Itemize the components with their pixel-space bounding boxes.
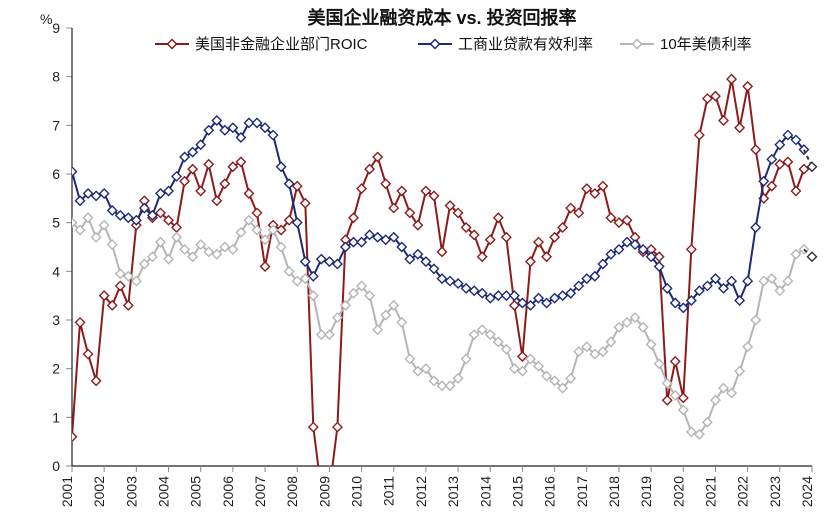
legend-label: 10年美债利率: [660, 36, 752, 53]
x-tick-label: 2024: [799, 476, 815, 507]
y-tick-label: 5: [52, 215, 60, 231]
x-tick-label: 2016: [542, 476, 558, 507]
legend-label: 美国非金融企业部门ROIC: [195, 35, 368, 53]
x-tick-label: 2022: [735, 476, 751, 507]
x-tick-label: 2006: [220, 476, 236, 507]
chart-container: { "chart": { "type": "line", "title": "美…: [0, 0, 834, 528]
y-axis-unit: %: [40, 11, 52, 27]
x-tick-label: 2019: [638, 476, 654, 507]
y-tick-label: 6: [52, 166, 60, 182]
y-tick-label: 2: [52, 361, 60, 377]
x-tick-label: 2002: [91, 476, 107, 507]
x-tick-label: 2003: [123, 476, 139, 507]
x-tick-label: 2020: [670, 476, 686, 507]
x-tick-label: 2018: [606, 476, 622, 507]
x-tick-label: 2012: [413, 476, 429, 507]
legend-label: 工商业贷款有效利率: [458, 36, 593, 53]
x-tick-label: 2008: [284, 476, 300, 507]
x-tick-label: 2010: [349, 476, 365, 507]
y-tick-label: 7: [52, 117, 60, 133]
x-tick-label: 2007: [252, 476, 268, 507]
x-tick-label: 2009: [316, 476, 332, 507]
chart-title: 美国企业融资成本 vs. 投资回报率: [307, 7, 576, 28]
x-tick-label: 2013: [445, 476, 461, 507]
x-tick-label: 2021: [702, 476, 718, 507]
chart-svg: 0 1 2 3 4 5 6 7 8 9% 2001 2002 2003 2004 2005 2006 2007 2…: [0, 0, 834, 528]
y-tick-label: 3: [52, 312, 60, 328]
x-tick-label: 2014: [477, 476, 493, 507]
y-tick-label: 1: [52, 409, 60, 425]
x-tick-label: 2017: [574, 476, 590, 507]
y-tick-label: 0: [52, 458, 60, 474]
x-tick-label: 2005: [188, 476, 204, 507]
x-tick-label: 2023: [767, 476, 783, 507]
y-tick-label: 8: [52, 69, 60, 85]
x-tick-label: 2015: [509, 476, 525, 507]
x-tick-label: 2004: [156, 476, 172, 507]
x-tick-label: 2001: [59, 476, 75, 507]
x-tick-label: 2011: [381, 476, 397, 506]
y-tick-label: 4: [52, 263, 60, 279]
y-tick-label: 9: [52, 20, 60, 36]
